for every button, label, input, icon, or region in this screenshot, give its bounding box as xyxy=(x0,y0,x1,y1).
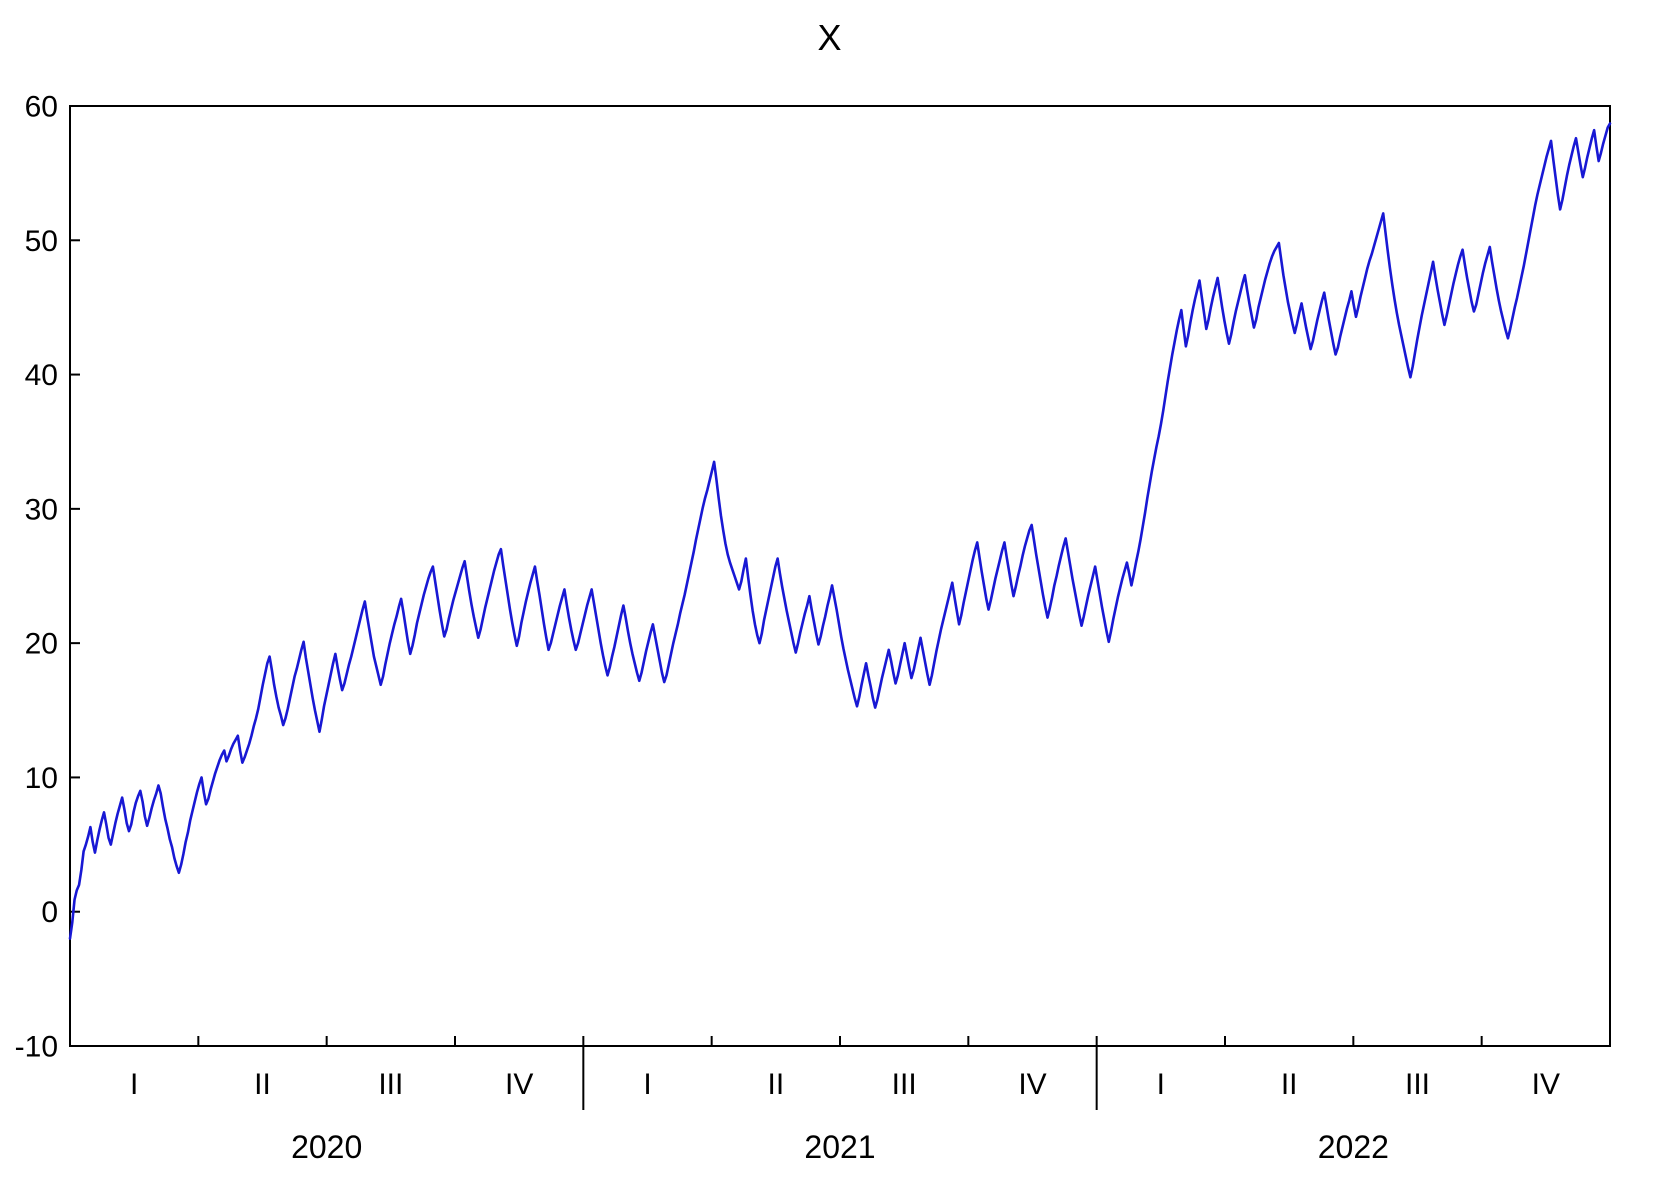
x-year-label: 2020 xyxy=(291,1129,362,1165)
x-quarter-label: III xyxy=(892,1068,917,1101)
y-tick-label: 60 xyxy=(25,91,58,124)
x-quarter-label: IV xyxy=(505,1068,533,1101)
x-quarter-label: II xyxy=(767,1068,784,1101)
y-tick-label: 0 xyxy=(41,896,58,929)
y-tick-label: -10 xyxy=(15,1031,58,1064)
chart-canvas: X-100102030405060IIIIIIIVIIIIIIIVIIIIIII… xyxy=(0,0,1659,1199)
y-tick-label: 40 xyxy=(25,359,58,392)
x-quarter-label: II xyxy=(1281,1068,1298,1101)
x-quarter-label: III xyxy=(1405,1068,1430,1101)
timeseries-chart: X-100102030405060IIIIIIIVIIIIIIIVIIIIIII… xyxy=(0,0,1659,1199)
x-quarter-label: II xyxy=(254,1068,271,1101)
y-tick-label: 50 xyxy=(25,225,58,258)
x-quarter-label: I xyxy=(130,1068,138,1101)
x-quarter-label: IV xyxy=(1018,1068,1046,1101)
x-quarter-label: I xyxy=(643,1068,651,1101)
x-year-label: 2022 xyxy=(1318,1129,1389,1165)
y-tick-label: 20 xyxy=(25,628,58,661)
x-quarter-label: III xyxy=(378,1068,403,1101)
chart-title: X xyxy=(817,17,841,58)
y-tick-label: 10 xyxy=(25,762,58,795)
y-tick-label: 30 xyxy=(25,493,58,526)
x-quarter-label: I xyxy=(1157,1068,1165,1101)
x-quarter-label: IV xyxy=(1532,1068,1560,1101)
x-year-label: 2021 xyxy=(804,1129,875,1165)
